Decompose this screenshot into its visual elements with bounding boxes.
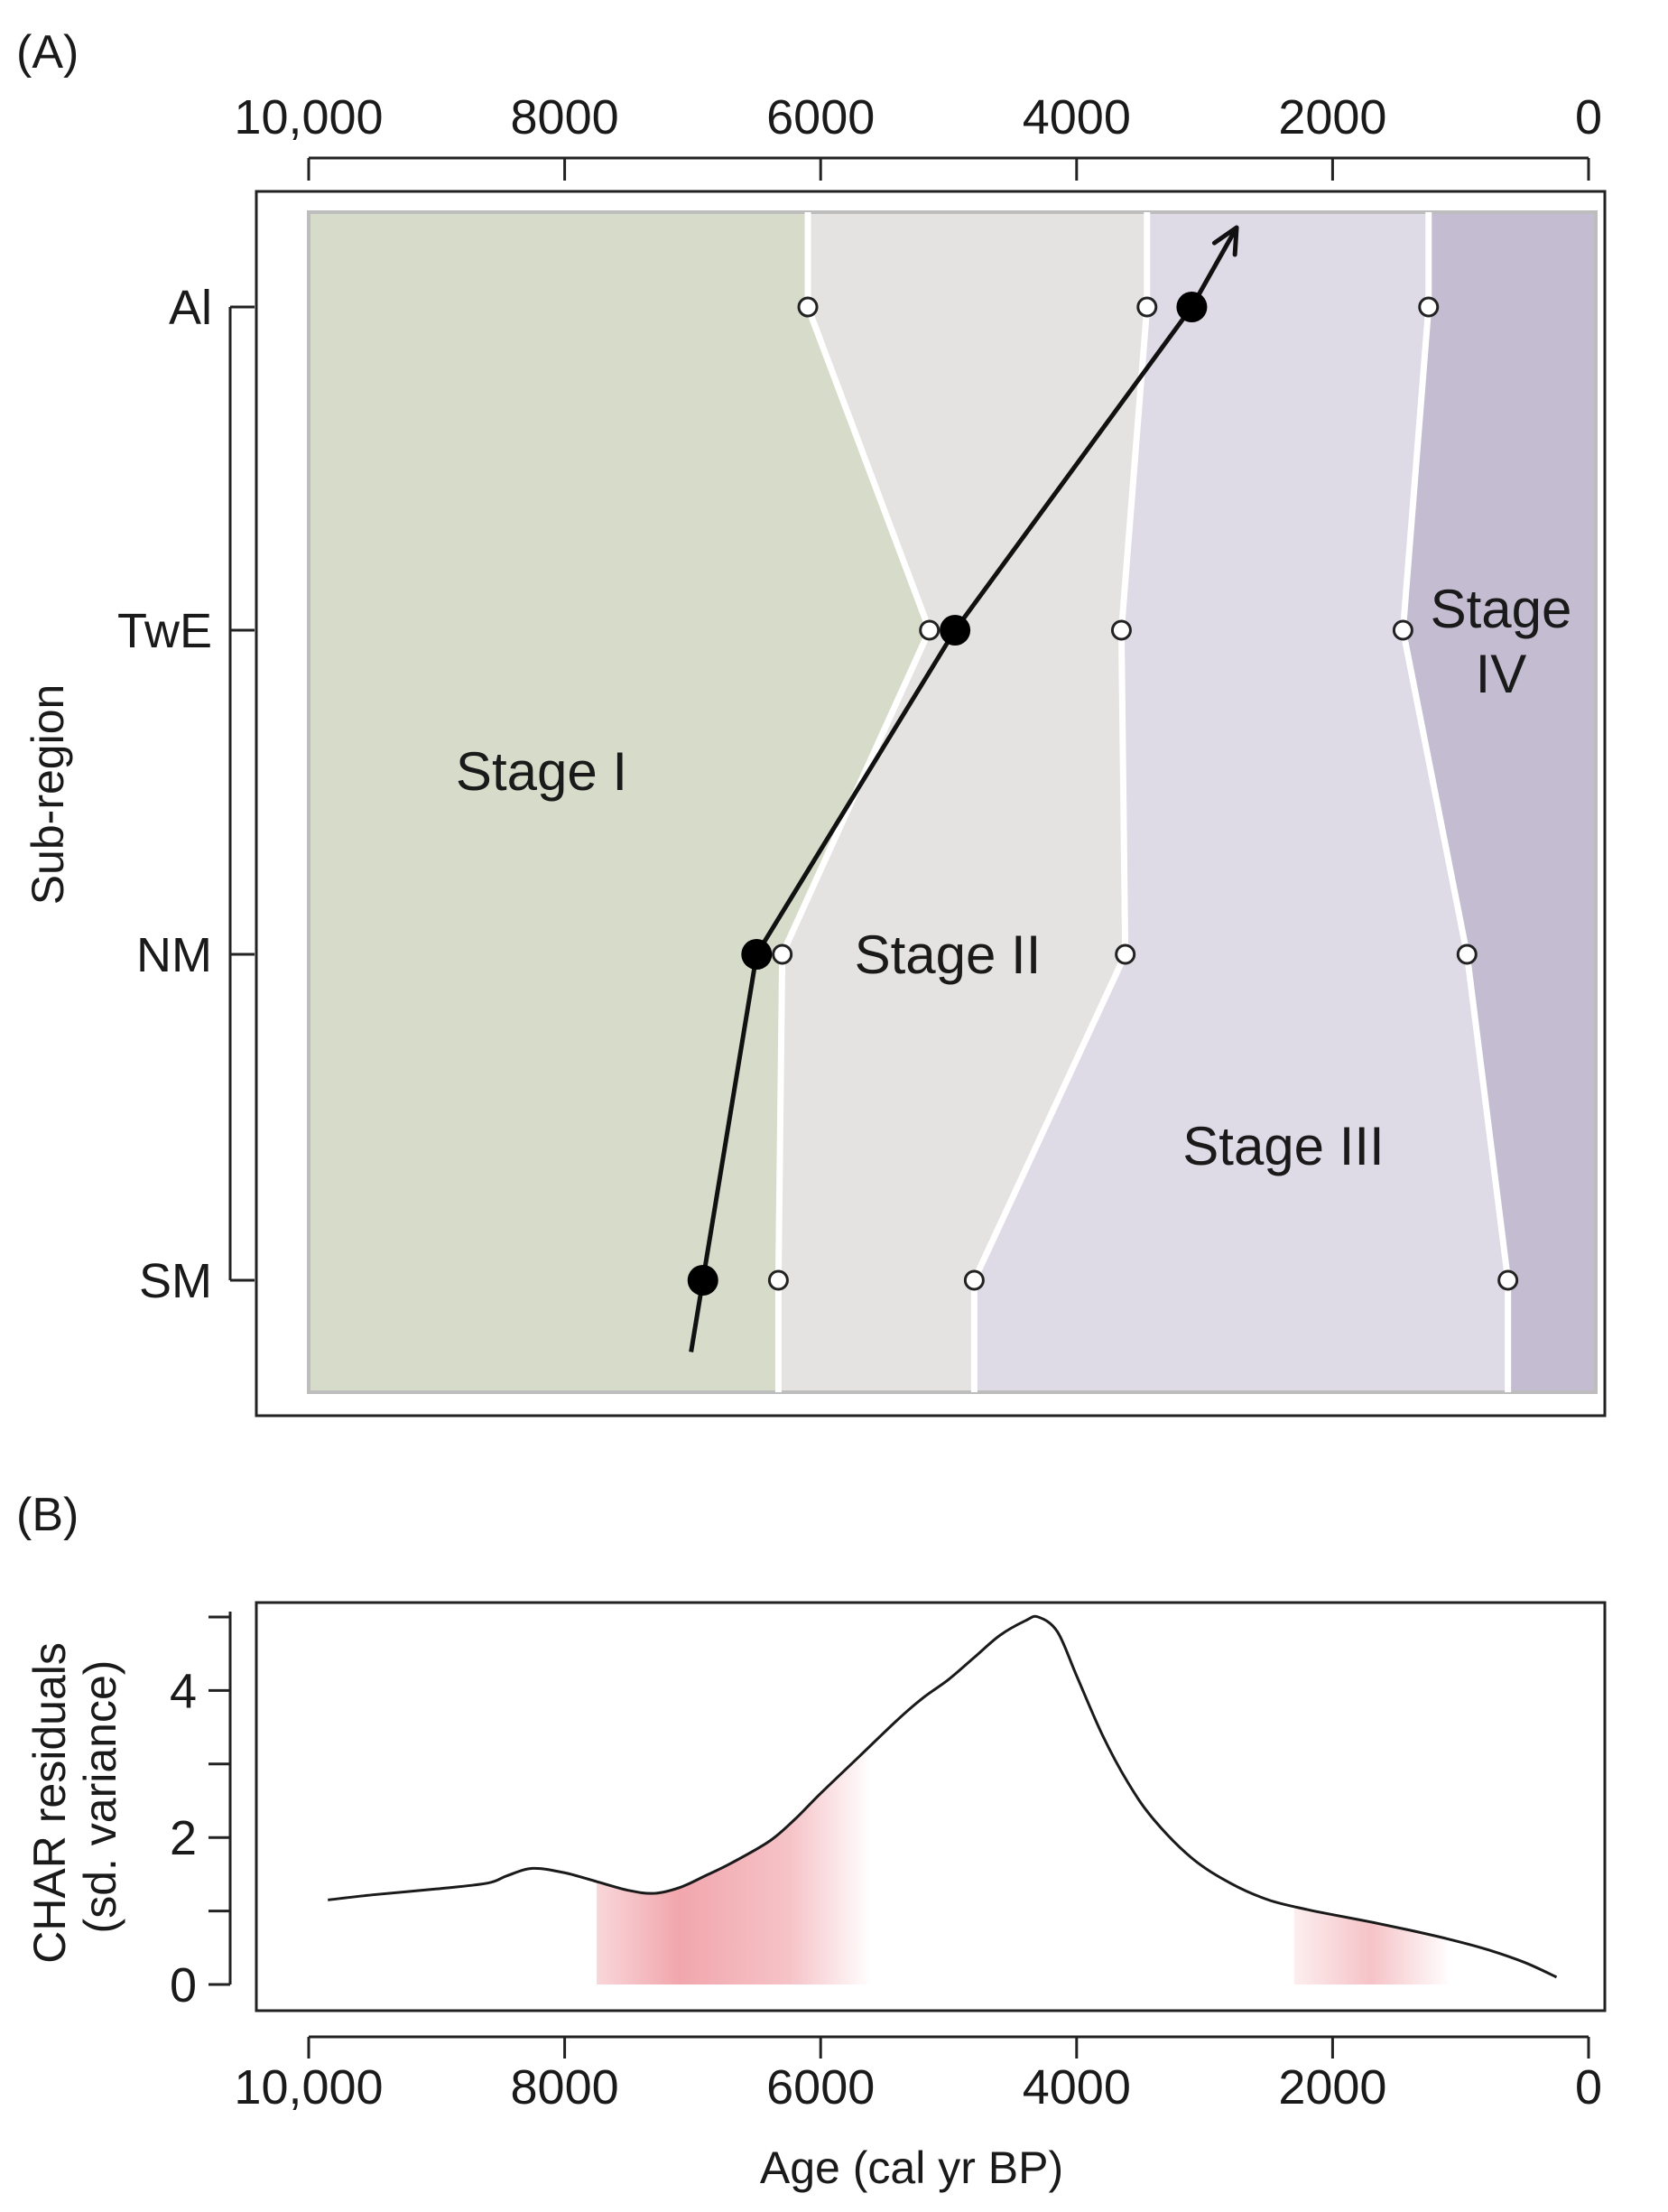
panel-a-x-tick-label-6000: 6000 — [766, 90, 875, 144]
boundary-marker-3-sm — [1497, 1269, 1519, 1291]
panel-b-x-tick-label-10000: 10,000 — [234, 2060, 383, 2114]
stage-boundary-3 — [1399, 212, 1512, 1392]
panel-a-x-tick-label-2000: 2000 — [1278, 90, 1386, 144]
boundary-marker-2-sm — [963, 1269, 985, 1291]
panel-a-x-tick-label-10000: 10,000 — [234, 90, 383, 144]
panel-b-x-tick-label-6000: 6000 — [766, 2060, 875, 2114]
panel-a-stage-labels: Stage I Stage II Stage III Stage IV — [456, 579, 1571, 1176]
boundary-marker-1-twe — [919, 619, 941, 641]
shaded-interval-1 — [597, 1744, 872, 1984]
panel-b-y-tick-label-4: 4 — [170, 1664, 197, 1718]
panel-b-x-tick-label-8000: 8000 — [511, 2060, 619, 2114]
boundary-marker-3-nm — [1456, 943, 1478, 965]
panel-a-transition-series — [687, 225, 1239, 1352]
stage-region-stage-iii — [974, 212, 1508, 1392]
panel-a-y-ticks: Al TwE NM SM — [117, 281, 255, 1308]
panel-a-x-tick-label-4000: 4000 — [1023, 90, 1131, 144]
panel-a-x-ticks: 10,000 8000 6000 4000 2000 0 — [234, 90, 1602, 181]
panel-a-stage-boundaries — [767, 212, 1519, 1392]
stage-label-line-stage-iv-1: Stage — [1431, 579, 1572, 639]
panel-b-label: (B) — [16, 1489, 79, 1541]
panel-a-y-tick-label-twe: TwE — [117, 604, 212, 658]
boundary-marker-3-twe — [1392, 619, 1413, 641]
panel-a-y-tick-label-al: Al — [169, 281, 212, 335]
panel-b-x-ticks: 10,000 8000 6000 4000 2000 0 — [234, 2037, 1602, 2114]
panel-b-y-axis-title-line-2: (sd. variance) — [75, 1660, 125, 1934]
panel-b-y-tick-label-0: 0 — [170, 1958, 197, 2012]
panel-a-y-tick-label-sm: SM — [139, 1254, 212, 1308]
stage-label-stage-iii: Stage III — [1182, 1116, 1384, 1176]
panel-b-x-tick-label-0: 0 — [1575, 2060, 1602, 2114]
stage-label-line-stage-iv-2: IV — [1476, 644, 1527, 704]
panel-b-y-ticks: 0 2 4 — [170, 1615, 230, 2012]
stage-region-border — [307, 210, 1598, 1394]
boundary-marker-1-sm — [767, 1269, 789, 1291]
panel-b-x-tick-label-2000: 2000 — [1278, 2060, 1386, 2114]
panel-b-y-axis-title-line-1: CHAR residuals — [24, 1642, 75, 1964]
panel-b-x-axis-title: Age (cal yr BP) — [760, 2142, 1063, 2193]
stage-label-line-stage-i-1: Stage I — [456, 741, 627, 802]
boundary-marker-2-twe — [1110, 619, 1132, 641]
stage-region-stage-i — [309, 212, 930, 1392]
boundary-marker-1-al — [797, 296, 819, 318]
panel-a-x-tick-label-0: 0 — [1575, 90, 1602, 144]
panel-b-x-tick-label-4000: 4000 — [1023, 2060, 1131, 2114]
boundary-marker-1-nm — [772, 943, 793, 965]
panel-b-y-axis-title: CHAR residuals (sd. variance) — [24, 1630, 125, 1964]
panel-a-y-axis: Al TwE NM SM Sub-region — [23, 281, 255, 1308]
panel-b-shaded-intervals — [597, 1744, 1449, 1984]
panel-b-y-tick-label-2: 2 — [170, 1811, 197, 1865]
stage-label-stage-iv: Stage IV — [1431, 579, 1572, 704]
boundary-marker-3-al — [1418, 296, 1440, 318]
stage-boundary-2 — [970, 212, 1151, 1392]
panel-a-stage-regions — [307, 210, 1598, 1394]
panel-a-x-axis: 10,000 8000 6000 4000 2000 0 — [234, 90, 1602, 181]
panel-a-y-axis-title: Sub-region — [23, 684, 73, 906]
char-residuals-line — [328, 1614, 1558, 1979]
stage-label-stage-i: Stage I — [456, 741, 627, 802]
panel-a-y-tick-label-nm: NM — [136, 928, 212, 982]
boundary-marker-2-al — [1136, 296, 1158, 318]
boundary-marker-2-nm — [1115, 943, 1136, 965]
stage-label-stage-ii: Stage II — [855, 925, 1042, 985]
panel-b: (B) 10,000 8000 6000 4000 2000 0 Age (cal yr … — [16, 1489, 1607, 2193]
stage-region-stage-iv — [1403, 212, 1596, 1392]
transition-point-twe — [940, 615, 971, 646]
transition-point-sm — [687, 1265, 718, 1296]
transition-arrowhead — [1211, 225, 1239, 257]
panel-a: (A) 10,000 8000 6000 4000 2000 0 Al TwE NM SM Su… — [16, 26, 1607, 1417]
transition-point-al — [1176, 292, 1208, 322]
panel-b-x-axis: 10,000 8000 6000 4000 2000 0 Age (cal yr BP) — [234, 2035, 1602, 2193]
panel-b-y-axis: 0 2 4 CHAR residuals (sd. variance) — [24, 1612, 232, 2012]
stage-label-line-stage-iii-1: Stage III — [1182, 1116, 1384, 1176]
panel-b-series — [328, 1614, 1558, 1979]
panel-a-label: (A) — [16, 26, 79, 79]
stage-label-line-stage-ii-1: Stage II — [855, 925, 1042, 985]
transition-point-nm — [741, 939, 773, 970]
shaded-interval-2 — [1293, 1906, 1449, 1984]
panel-a-x-tick-label-8000: 8000 — [511, 90, 619, 144]
stage-region-stage-ii — [778, 212, 1147, 1392]
